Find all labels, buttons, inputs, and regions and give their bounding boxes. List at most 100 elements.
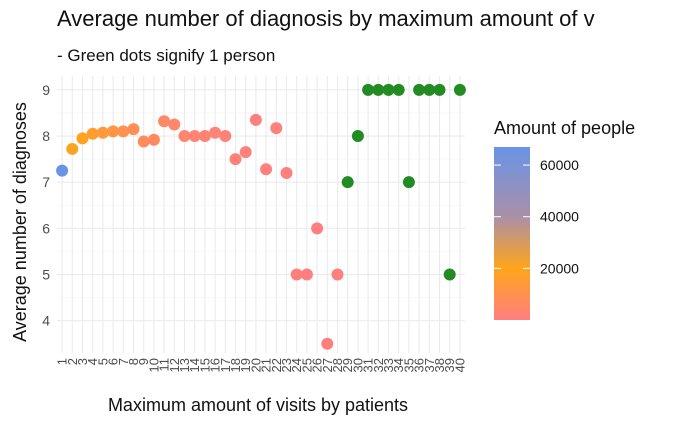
data-point <box>280 166 293 179</box>
color-legend: Amount of people 60000 40000 20000 <box>494 118 635 320</box>
x-tick-label: 38 <box>432 358 447 372</box>
x-tick-label: 2 <box>65 358 80 365</box>
y-tick-label: 9 <box>42 82 50 98</box>
x-tick-label: 13 <box>177 358 192 372</box>
x-tick-label: 35 <box>401 358 416 372</box>
data-point <box>443 268 456 281</box>
data-point <box>56 164 69 177</box>
data-point <box>198 130 211 143</box>
x-tick-label: 19 <box>238 358 253 372</box>
data-point <box>219 130 232 143</box>
y-axis-ticks: 4 5 6 7 8 9 <box>42 82 50 329</box>
x-tick-label: 25 <box>299 358 314 372</box>
x-tick-label: 3 <box>75 358 90 365</box>
data-point <box>300 268 313 281</box>
x-tick-label: 28 <box>330 358 345 372</box>
y-tick-label: 6 <box>42 220 50 236</box>
y-tick-label: 8 <box>42 128 50 144</box>
legend-title: Amount of people <box>494 118 635 138</box>
legend-ticks: 60000 40000 20000 <box>494 157 579 276</box>
data-point <box>270 122 283 135</box>
x-tick-label: 16 <box>208 358 223 372</box>
x-tick-label: 11 <box>157 358 172 372</box>
y-tick-label: 7 <box>42 174 50 190</box>
chart-subtitle: - Green dots signify 1 person <box>57 46 276 65</box>
legend-label: 60000 <box>540 157 579 173</box>
x-axis-ticks: 1234567891011121314151617181920212223242… <box>55 358 468 372</box>
x-tick-label: 23 <box>279 358 294 372</box>
data-point <box>341 176 354 189</box>
x-tick-label: 20 <box>248 358 263 372</box>
data-point <box>372 83 385 96</box>
data-point <box>331 268 344 281</box>
x-tick-label: 29 <box>340 358 355 372</box>
data-point <box>321 337 334 350</box>
data-point <box>382 83 395 96</box>
x-tick-label: 32 <box>371 358 386 372</box>
x-tick-label: 7 <box>116 358 131 365</box>
x-tick-label: 21 <box>259 358 274 372</box>
data-point <box>453 83 466 96</box>
y-axis-title: Average number of diagnoses <box>10 102 30 342</box>
data-point <box>290 268 303 281</box>
data-point <box>423 83 436 96</box>
legend-colorbar <box>494 147 530 320</box>
data-point <box>260 163 273 176</box>
x-tick-label: 40 <box>452 358 467 372</box>
data-point <box>117 125 130 138</box>
data-point <box>127 123 140 136</box>
x-tick-label: 6 <box>106 358 121 365</box>
data-point <box>209 126 222 139</box>
data-point <box>158 115 171 128</box>
x-tick-label: 24 <box>289 358 304 372</box>
x-tick-label: 1 <box>55 358 70 365</box>
data-point <box>392 83 405 96</box>
x-tick-label: 36 <box>412 358 427 372</box>
x-tick-label: 8 <box>126 358 141 365</box>
x-tick-label: 14 <box>187 358 202 372</box>
data-point <box>147 133 160 146</box>
x-tick-label: 31 <box>361 358 376 372</box>
data-point <box>249 113 262 126</box>
data-point <box>168 118 181 131</box>
x-axis-title: Maximum amount of visits by patients <box>108 395 408 415</box>
x-tick-label: 27 <box>320 358 335 372</box>
x-tick-label: 4 <box>85 358 100 365</box>
data-point <box>188 130 201 143</box>
data-point <box>362 83 375 96</box>
data-point <box>311 222 324 235</box>
data-point <box>239 146 252 159</box>
x-tick-label: 15 <box>197 358 212 372</box>
x-tick-label: 34 <box>391 358 406 372</box>
data-point <box>107 125 120 138</box>
x-tick-label: 5 <box>95 358 110 365</box>
data-point <box>66 142 79 155</box>
x-tick-label: 37 <box>422 358 437 372</box>
x-tick-label: 12 <box>167 358 182 372</box>
x-tick-label: 18 <box>228 358 243 372</box>
data-points <box>56 83 466 350</box>
y-tick-label: 4 <box>42 313 50 329</box>
data-point <box>178 130 191 143</box>
x-tick-label: 22 <box>269 358 284 372</box>
x-tick-label: 9 <box>136 358 151 365</box>
data-point <box>433 83 446 96</box>
legend-label: 20000 <box>540 260 579 276</box>
data-point <box>86 127 99 140</box>
data-point <box>402 176 415 189</box>
data-point <box>137 135 150 148</box>
data-point <box>351 130 364 143</box>
data-point <box>76 132 89 145</box>
x-tick-label: 30 <box>350 358 365 372</box>
x-tick-label: 33 <box>381 358 396 372</box>
chart-title: Average number of diagnosis by maximum a… <box>57 6 595 31</box>
x-tick-label: 10 <box>146 358 161 372</box>
data-point <box>229 153 242 166</box>
x-tick-label: 26 <box>310 358 325 372</box>
y-tick-label: 5 <box>42 267 50 283</box>
x-tick-label: 17 <box>218 358 233 372</box>
data-point <box>413 83 426 96</box>
data-point <box>96 126 109 139</box>
x-tick-label: 39 <box>442 358 457 372</box>
